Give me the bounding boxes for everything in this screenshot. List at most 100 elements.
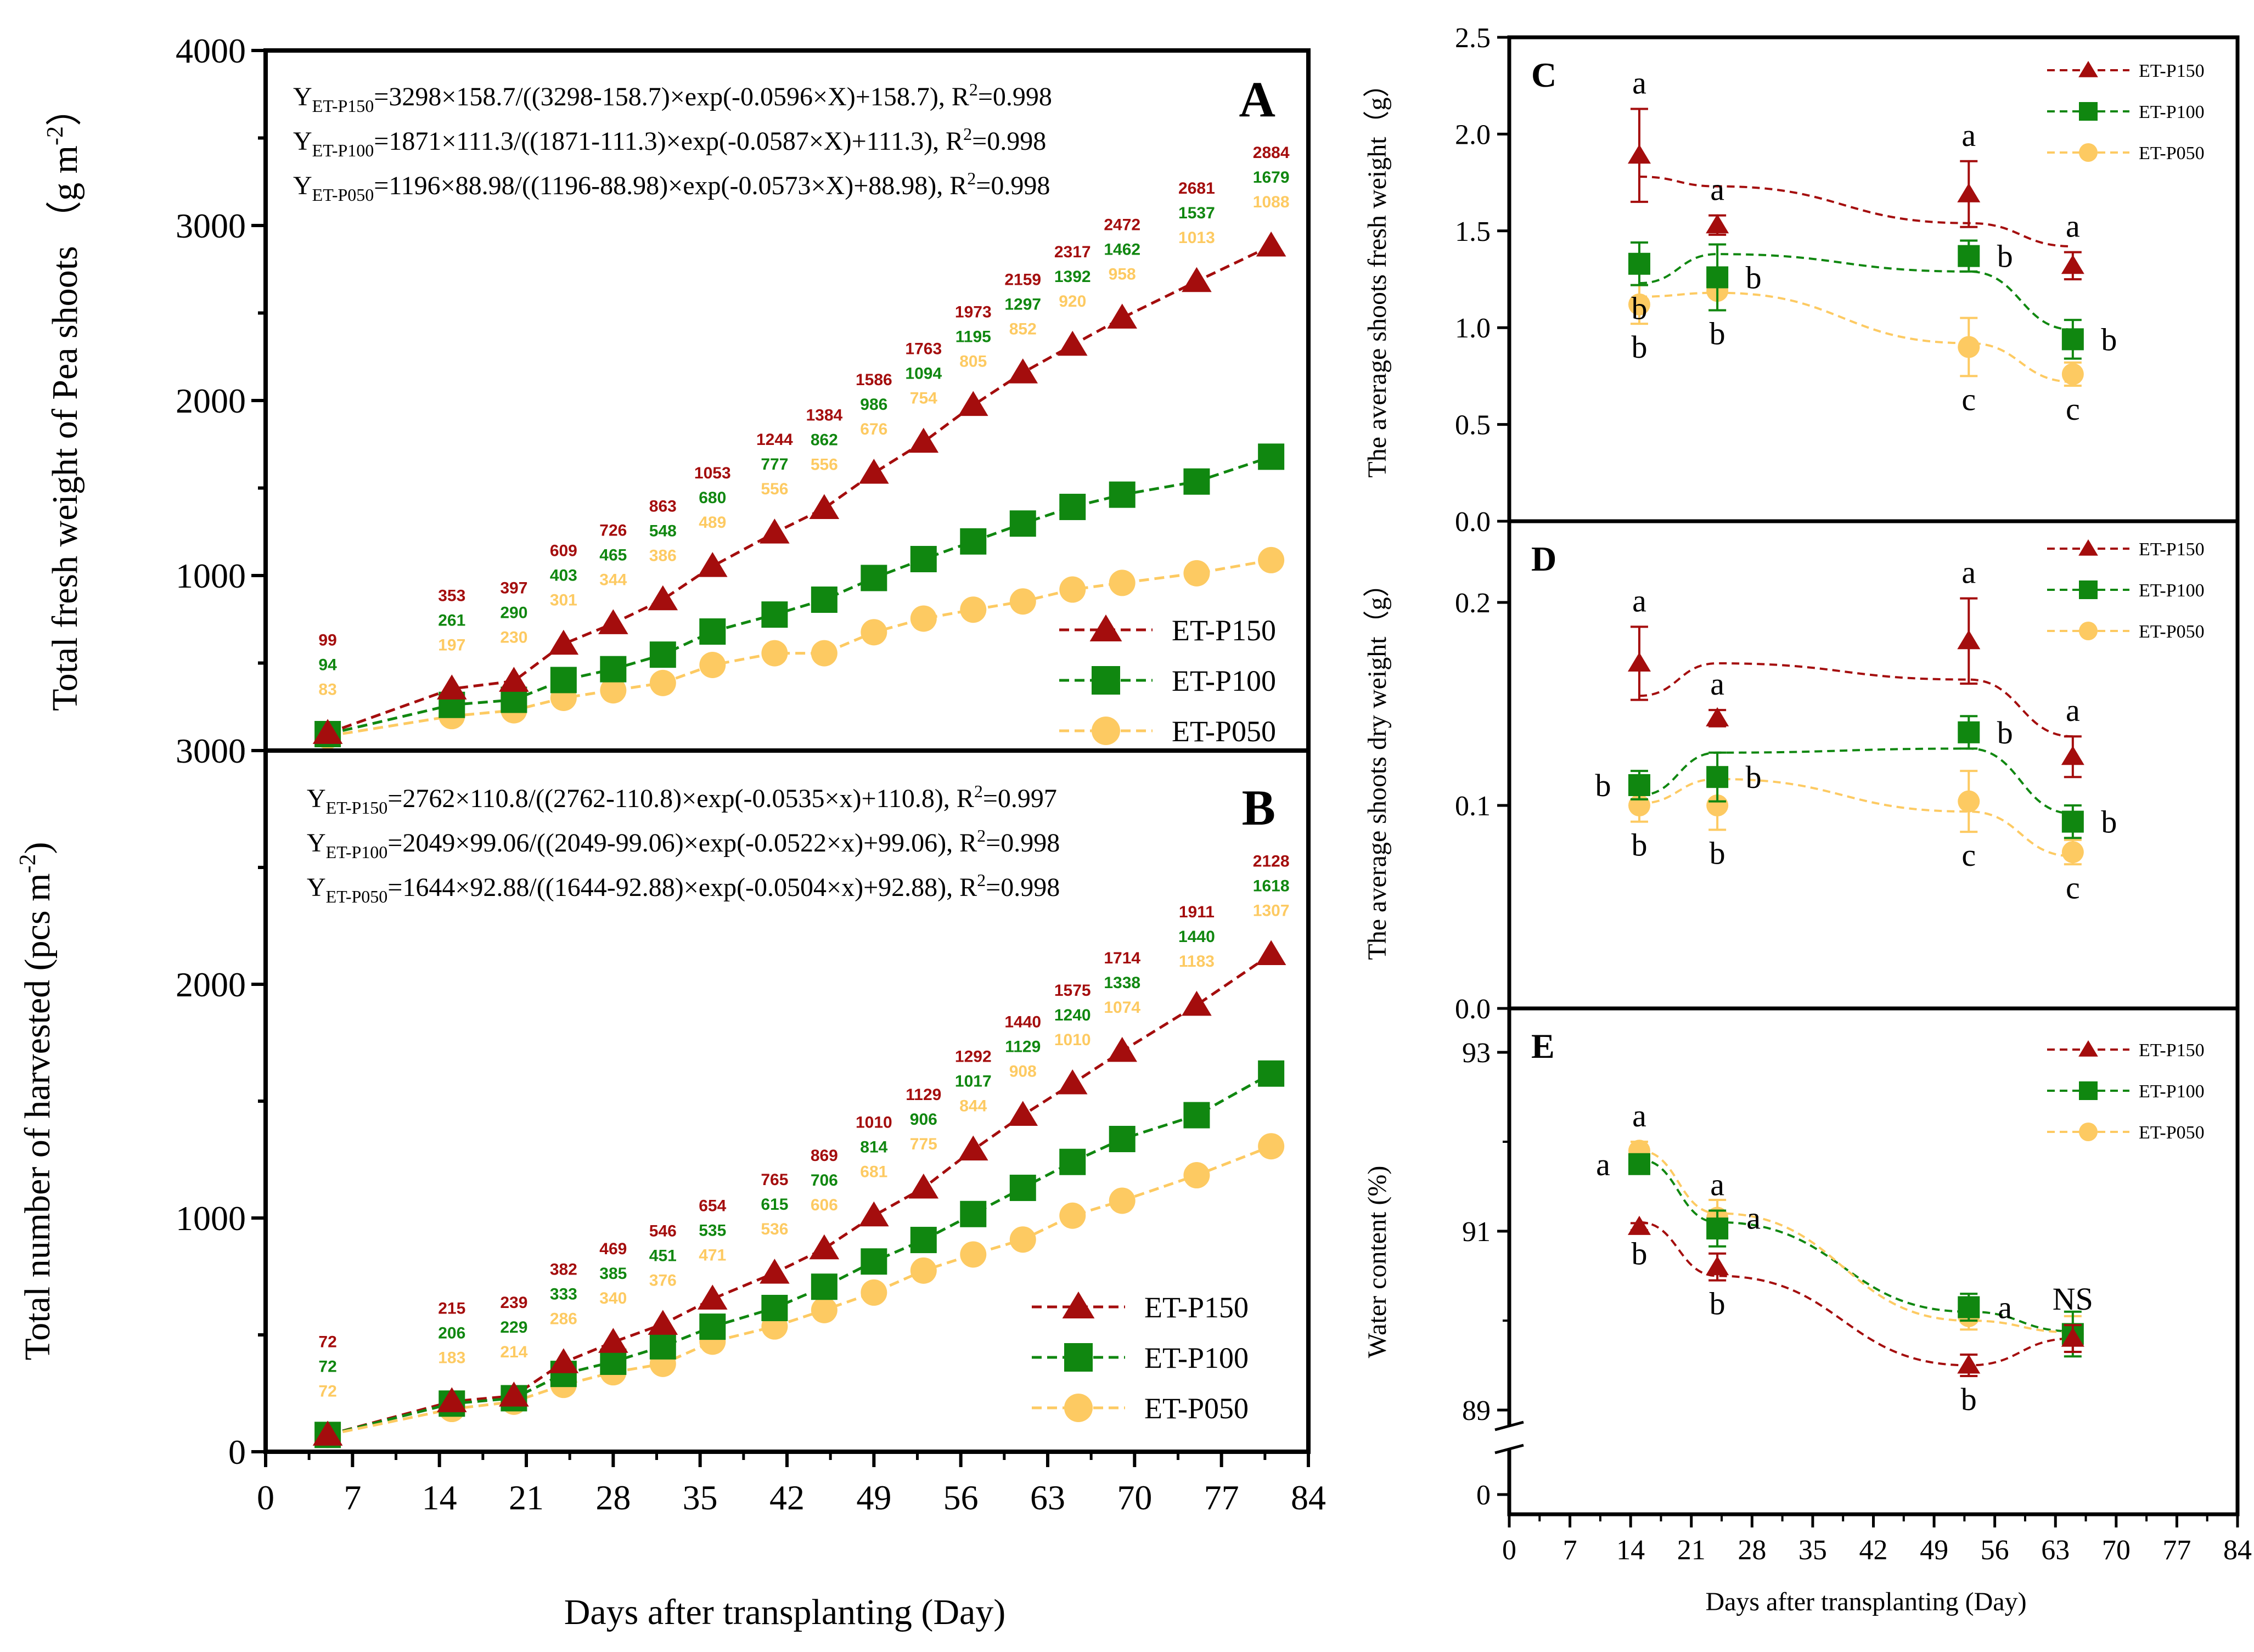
data-point-et-p150 xyxy=(548,629,579,655)
x-tick-label: 7 xyxy=(344,1478,361,1517)
y-axis-title: The average shoots fresh weight（g） xyxy=(1363,71,1392,477)
data-label-et-p150: 1763 xyxy=(905,340,942,358)
data-point-et-p150 xyxy=(1706,1256,1729,1276)
data-point-et-p050 xyxy=(1009,1226,1036,1253)
legend-label: ET-P150 xyxy=(2139,539,2205,560)
series-line-et-p100 xyxy=(327,1072,1272,1436)
data-point-et-p150 xyxy=(648,1310,678,1335)
data-label-et-p150: 2884 xyxy=(1253,144,1290,162)
data-label-et-p050: 286 xyxy=(550,1310,577,1328)
data-point-et-p050 xyxy=(960,1241,987,1268)
data-label-et-p050: 83 xyxy=(318,680,336,698)
data-label-et-p100: 1297 xyxy=(1004,295,1041,313)
data-point-et-p100 xyxy=(1059,493,1086,520)
data-point-et-p150 xyxy=(1182,990,1212,1016)
data-label-et-p150: 353 xyxy=(438,587,465,605)
panel-a: 0 1000 2000 3000 4000 Total fresh weight of P… xyxy=(43,31,1311,770)
data-point-et-p100 xyxy=(861,565,887,591)
data-point-et-p050 xyxy=(2061,841,2084,864)
data-label-et-p050: 340 xyxy=(599,1289,627,1307)
data-label-et-p050: 214 xyxy=(500,1343,527,1361)
fit-equation: YET-P150=2762×110.8/((2762-110.8)×exp(-0… xyxy=(307,781,1057,817)
data-point-et-p050 xyxy=(811,1296,837,1323)
data-point-et-p050 xyxy=(1958,790,1980,813)
significance-letter: b xyxy=(1997,715,2013,751)
data-label-et-p100: 94 xyxy=(318,656,337,674)
data-point-et-p150 xyxy=(958,1135,988,1161)
data-label-et-p150: 1714 xyxy=(1104,949,1140,967)
legend-marker xyxy=(2078,61,2098,77)
panel-letter: D xyxy=(1531,539,1556,578)
y-tick-label: 4000 xyxy=(176,31,246,70)
data-label-et-p150: 1911 xyxy=(1179,903,1215,921)
legend-marker xyxy=(1064,1343,1093,1372)
data-point-et-p050 xyxy=(699,652,726,679)
data-point-et-p150 xyxy=(1627,144,1651,164)
x-tick-label: 35 xyxy=(1798,1535,1827,1566)
legend-label: ET-P050 xyxy=(2139,622,2205,642)
data-label-et-p100: 261 xyxy=(438,611,465,629)
significance-letter: b xyxy=(1710,315,1725,351)
data-label-et-p100: 706 xyxy=(811,1171,838,1189)
data-point-et-p150 xyxy=(598,609,628,634)
data-label-et-p050: 556 xyxy=(811,456,838,474)
legend-marker xyxy=(2079,102,2098,121)
data-point-et-p150 xyxy=(809,494,840,520)
data-point-et-p100 xyxy=(1628,1153,1650,1175)
data-point-et-p050 xyxy=(1628,293,1650,315)
x-tick-label: 0 xyxy=(1502,1535,1516,1566)
data-point-et-p050 xyxy=(910,605,937,632)
data-point-et-p150 xyxy=(908,427,939,453)
fit-curve-et-p100 xyxy=(1639,253,2073,331)
legend: ET-P150 ET-P100 ET-P050 xyxy=(1032,1291,1249,1425)
x-tick-label: 14 xyxy=(1616,1535,1645,1566)
data-point-et-p100 xyxy=(1628,252,1650,275)
data-label-et-p100: 777 xyxy=(761,455,788,473)
axis-break-mark xyxy=(1494,1420,1524,1431)
data-point-et-p150 xyxy=(859,1201,889,1227)
y-tick-label: 0 xyxy=(1476,1480,1491,1511)
data-point-et-p050 xyxy=(649,669,676,696)
data-label-et-p050: 301 xyxy=(550,591,577,610)
y-tick-label: 0 xyxy=(228,731,246,770)
data-point-et-p100 xyxy=(910,546,937,573)
legend-marker xyxy=(1092,666,1120,695)
data-point-et-p100 xyxy=(1628,774,1650,796)
fit-curve-et-p150 xyxy=(1639,176,2073,248)
data-label-et-p050: 489 xyxy=(699,514,726,532)
y-tick-label: 1.5 xyxy=(1455,216,1491,247)
y-tick-label: 0.0 xyxy=(1455,506,1491,538)
x-tick-label: 21 xyxy=(509,1478,544,1517)
significance-letter: b xyxy=(1631,291,1647,326)
y-tick-label: 0.5 xyxy=(1455,410,1491,441)
legend: ET-P150 ET-P100 ET-P050 xyxy=(2047,61,2205,163)
fit-curve-et-p150 xyxy=(1639,662,2073,738)
data-point-et-p100 xyxy=(1258,1060,1285,1087)
data-point-et-p050 xyxy=(1183,1162,1210,1189)
data-point-et-p150 xyxy=(1256,940,1286,965)
data-point-et-p150 xyxy=(809,1234,840,1260)
legend-label: ET-P150 xyxy=(2139,61,2205,81)
data-point-et-p100 xyxy=(811,587,837,613)
x-tick-label: 77 xyxy=(1204,1478,1239,1517)
significance-letter: a xyxy=(1961,555,1976,590)
fit-equation: YET-P150=3298×158.7/((3298-158.7)×exp(-0… xyxy=(293,80,1052,116)
data-label-et-p100: 862 xyxy=(811,431,838,449)
data-label-et-p050: 197 xyxy=(438,636,465,654)
data-label-et-p100: 680 xyxy=(699,489,726,507)
data-label-et-p100: 1017 xyxy=(955,1073,992,1091)
data-label-et-p050: 676 xyxy=(860,420,887,438)
data-label-et-p150: 382 xyxy=(550,1260,577,1278)
panel-letter: B xyxy=(1242,780,1275,836)
data-point-et-p150 xyxy=(312,1420,343,1446)
significance-letter: a xyxy=(1998,1290,2012,1326)
x-tick-label: 70 xyxy=(2102,1535,2131,1566)
data-point-et-p100 xyxy=(1958,1296,1980,1318)
panel-d: 0.0 0.1 0.2 The average shoots dry weight（g… xyxy=(1363,519,2240,1025)
data-point-et-p150 xyxy=(598,1328,628,1353)
x-tick-label: 14 xyxy=(422,1478,457,1517)
plot-frame xyxy=(1507,35,2240,523)
data-label-et-p050: 681 xyxy=(860,1163,887,1181)
data-point-et-p150 xyxy=(1008,358,1038,384)
data-point-et-p150 xyxy=(1627,1215,1651,1235)
